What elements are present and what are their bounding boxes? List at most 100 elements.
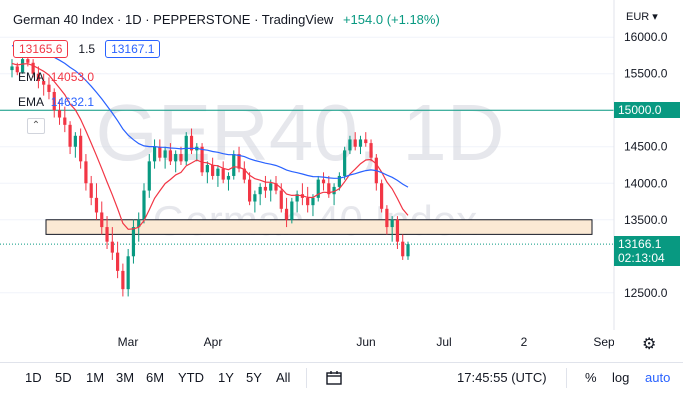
chevron-down-icon: ▾ xyxy=(652,11,658,23)
sell-button[interactable]: 13165.6 xyxy=(13,40,69,58)
candle-body xyxy=(89,183,93,198)
ema-fast-line xyxy=(11,62,409,230)
candle-body xyxy=(395,219,400,242)
candle xyxy=(290,197,294,224)
range-button-1d[interactable]: 1D xyxy=(25,370,42,385)
last-price-tag: 13166.1 02:13:04 xyxy=(614,236,680,267)
candle xyxy=(116,241,120,279)
indicator-ema-slow[interactable]: EMA 14632.1 xyxy=(18,95,94,109)
candle xyxy=(369,139,373,162)
buy-button[interactable]: 13167.1 xyxy=(105,40,161,58)
candle xyxy=(52,88,56,118)
indicator-ema-fast[interactable]: EMA 14053.0 xyxy=(18,70,94,84)
candle xyxy=(358,135,363,155)
candlesticks xyxy=(10,51,410,297)
candle-body xyxy=(226,175,231,180)
candle xyxy=(105,216,109,249)
candle xyxy=(248,172,252,206)
price-tick-label: 12500.0 xyxy=(624,286,668,300)
candle xyxy=(316,175,320,202)
indicator-value: 14632.1 xyxy=(50,95,95,109)
range-button-3m[interactable]: 3M xyxy=(116,370,135,385)
candle-body xyxy=(242,168,246,180)
candle xyxy=(79,128,83,169)
candle xyxy=(63,106,67,133)
candle-body xyxy=(73,135,77,147)
candle-body xyxy=(232,154,236,176)
range-button-5y[interactable]: 5Y xyxy=(246,370,262,385)
range-button-all[interactable]: All xyxy=(276,370,291,385)
candle-body xyxy=(316,179,320,198)
price-tick-label: 15500.0 xyxy=(624,67,668,81)
candle xyxy=(401,234,405,260)
candle xyxy=(126,248,130,297)
range-button-5d[interactable]: 5D xyxy=(55,370,72,385)
candle xyxy=(84,154,88,191)
candle-body xyxy=(110,241,114,253)
candle-body xyxy=(142,190,146,220)
candle-body xyxy=(131,227,136,257)
chevron-up-icon[interactable]: ⌃ xyxy=(27,118,45,134)
indicator-value: 14053.0 xyxy=(50,70,95,84)
candle xyxy=(274,175,278,195)
indicator-label: EMA xyxy=(18,95,44,109)
range-button-1m[interactable]: 1M xyxy=(86,370,105,385)
spread-value: 1.5 xyxy=(78,42,96,56)
candle-body xyxy=(152,146,157,162)
toolbar-divider xyxy=(566,368,567,388)
candle-body xyxy=(10,66,14,71)
candle xyxy=(47,77,51,100)
candle-body xyxy=(237,154,241,169)
candle-body xyxy=(279,190,283,209)
candle-body xyxy=(258,186,262,195)
time-axis[interactable]: Mar Apr Jun Jul 2 Sep xyxy=(0,330,614,358)
price-chart[interactable]: GER40, 1D German 40 Index xyxy=(0,0,614,330)
chart-legend-title[interactable]: German 40 Index · 1D · PEPPERSTONE · Tra… xyxy=(13,12,440,27)
candle-body xyxy=(274,183,278,191)
candle xyxy=(353,132,357,151)
gear-icon[interactable]: ⚙ xyxy=(642,336,657,353)
candle-body xyxy=(406,244,410,257)
candle xyxy=(147,154,151,198)
candle-body xyxy=(216,168,220,176)
time-tick-label: Jul xyxy=(436,335,451,349)
candle-body xyxy=(221,168,225,180)
date-range-icon[interactable] xyxy=(325,370,343,389)
range-button-1y[interactable]: 1Y xyxy=(218,370,234,385)
candle xyxy=(284,197,289,228)
candle xyxy=(205,161,209,184)
candle xyxy=(321,172,326,191)
symbol-title[interactable]: German 40 Index · 1D · PEPPERSTONE · Tra… xyxy=(13,12,334,27)
candle xyxy=(174,150,178,173)
candle-body xyxy=(68,124,72,147)
candle xyxy=(374,154,378,191)
auto-toggle[interactable]: auto xyxy=(645,370,671,385)
log-toggle[interactable]: log xyxy=(612,370,630,385)
candle-body xyxy=(263,186,268,191)
clock-time[interactable]: 17:45:55 (UTC) xyxy=(457,370,547,385)
candle-body xyxy=(306,197,310,206)
candle-body xyxy=(385,208,389,228)
candle xyxy=(36,66,40,89)
candle xyxy=(406,241,410,260)
percent-toggle[interactable]: % xyxy=(585,370,597,385)
candle xyxy=(221,161,225,184)
range-button-6m[interactable]: 6M xyxy=(146,370,165,385)
currency-selector[interactable]: EUR ▾ xyxy=(626,10,658,23)
candle xyxy=(100,201,104,235)
price-axis[interactable]: 16000.0 15500.0 15000.0 14500.0 14000.0 13500… xyxy=(607,0,683,330)
time-tick-label: Mar xyxy=(118,335,139,349)
price-tick-label: 14000.0 xyxy=(624,176,668,190)
candle xyxy=(380,179,384,213)
candle-body xyxy=(94,197,99,213)
price-tick-label: 13500.0 xyxy=(624,213,668,227)
support-zone xyxy=(45,219,593,235)
candle-body xyxy=(84,161,88,184)
price-change: +154.0 (+1.18%) xyxy=(342,12,440,27)
candle-body xyxy=(52,91,56,111)
candle xyxy=(269,179,273,202)
range-button-ytd[interactable]: YTD xyxy=(178,370,204,385)
watermark-symbol: GER40, 1D xyxy=(95,88,504,177)
price-tick-label: 16000.0 xyxy=(624,30,668,44)
time-tick-label: Apr xyxy=(204,335,223,349)
